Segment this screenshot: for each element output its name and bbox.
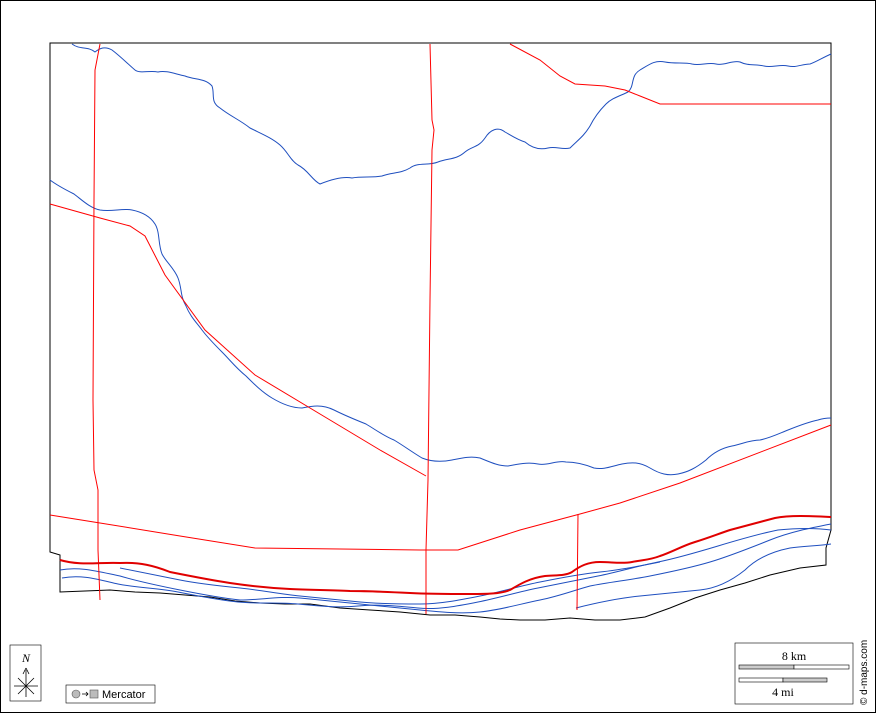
river-south-1: [59, 523, 832, 614]
road-south-horizontal: [49, 424, 832, 551]
projection-frame: [65, 684, 156, 704]
scale-mi-bar: [738, 677, 828, 683]
river-north: [71, 43, 832, 185]
river-south-2: [61, 528, 832, 609]
road-south-vertical: [576, 513, 579, 611]
county-boundary: [49, 42, 832, 621]
river-middle: [49, 179, 832, 476]
rivers: [49, 43, 832, 614]
projection-box: Mercator: [65, 684, 156, 704]
north-label: N: [21, 651, 31, 665]
compass-rose-icon: [14, 667, 38, 697]
river-south-3: [119, 561, 661, 605]
road-west-vertical: [92, 43, 101, 601]
main-highway: [59, 515, 832, 595]
compass-box: [9, 644, 42, 702]
road-diagonal: [49, 203, 427, 477]
scale-km-bar: [738, 664, 850, 670]
road-northeast: [509, 43, 831, 105]
credit-label: © d-maps.com: [859, 640, 870, 705]
scale-frame: [734, 642, 854, 705]
scale-km-label: 8 km: [782, 649, 807, 663]
roads: [49, 43, 832, 614]
road-central-vertical: [425, 43, 435, 614]
river-south-4: [575, 543, 832, 609]
projection-icon: [71, 689, 99, 699]
scale-bar: 8 km 4 mi: [734, 642, 854, 705]
scale-mi-label: 4 mi: [772, 685, 794, 699]
projection-label: Mercator: [102, 689, 146, 701]
north-compass: N: [9, 644, 42, 702]
